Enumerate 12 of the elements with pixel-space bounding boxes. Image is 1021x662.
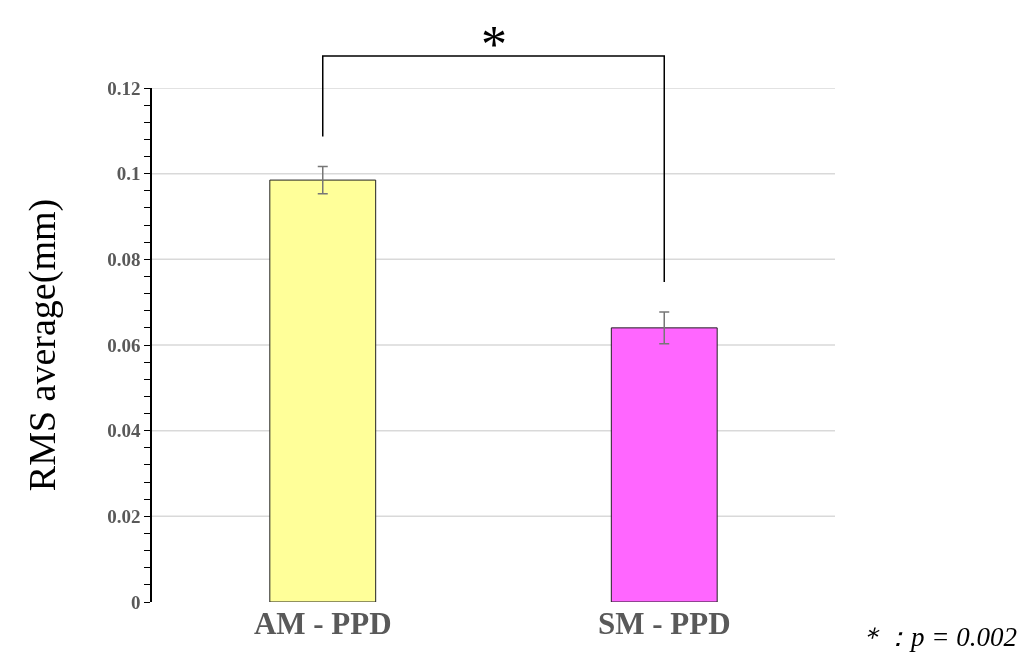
y-tick-label: 0.06 — [107, 334, 141, 356]
y-tick-label: 0.04 — [107, 420, 141, 442]
y-axis-title: RMS average(mm) — [20, 198, 64, 492]
y-tick-label: 0.1 — [116, 163, 141, 185]
y-tick-label: 0.02 — [107, 505, 141, 527]
text: ＊：p = 0.002 — [857, 622, 1017, 652]
text: * — [481, 16, 507, 73]
y-tick-label: 0.08 — [107, 248, 141, 270]
y-tick-label: 0.12 — [107, 77, 141, 99]
y-tick-label: 0 — [130, 591, 141, 613]
x-tick-label: SM - PPD — [597, 606, 731, 641]
x-tick-label: AM - PPD — [253, 606, 392, 641]
